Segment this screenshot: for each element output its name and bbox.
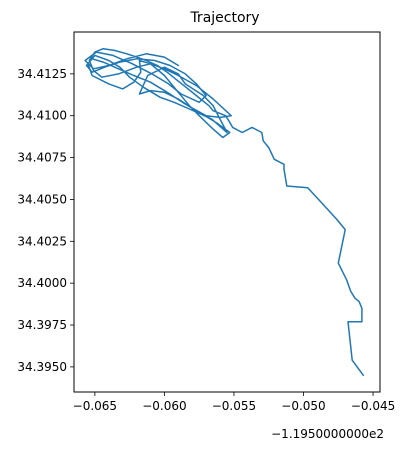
y-tick-label: 34.4100	[17, 109, 67, 123]
x-offset-text: −1.1950000000e2	[271, 427, 384, 441]
axes-frame	[73, 31, 381, 393]
chart-title: Trajectory	[189, 10, 259, 26]
y-axis: 34.3950 34.3975 34.4000 34.4025 34.4050 34.40…	[17, 67, 74, 374]
y-tick-label: 34.4000	[17, 276, 67, 290]
x-axis: −0.065 −0.060 −0.055 −0.050 −0.045	[73, 392, 395, 413]
x-tick-label: −0.060	[142, 399, 186, 413]
x-tick-label: −0.065	[73, 399, 117, 413]
plot-area	[84, 47, 365, 377]
y-tick-label: 34.3950	[17, 360, 67, 374]
y-tick-label: 34.3975	[17, 318, 67, 332]
x-tick-label: −0.055	[212, 399, 256, 413]
x-tick-label: −0.045	[351, 399, 395, 413]
trajectory-line	[84, 47, 365, 377]
x-tick-label: −0.050	[281, 399, 325, 413]
y-tick-label: 34.4050	[17, 192, 67, 206]
y-tick-label: 34.4075	[17, 151, 67, 165]
y-tick-label: 34.4125	[17, 67, 67, 81]
y-tick-label: 34.4025	[17, 234, 67, 248]
